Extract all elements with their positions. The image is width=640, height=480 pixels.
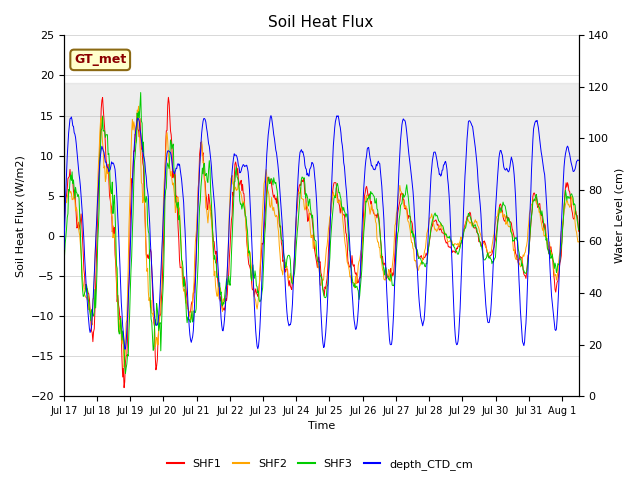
Bar [64,84,579,236]
Text: GT_met: GT_met [74,53,126,66]
Legend: SHF1, SHF2, SHF3, depth_CTD_cm: SHF1, SHF2, SHF3, depth_CTD_cm [163,455,477,474]
Y-axis label: Water Level (cm): Water Level (cm) [615,168,625,264]
Y-axis label: Soil Heat Flux (W/m2): Soil Heat Flux (W/m2) [15,155,25,276]
Title: Soil Heat Flux: Soil Heat Flux [269,15,374,30]
X-axis label: Time: Time [308,421,335,432]
